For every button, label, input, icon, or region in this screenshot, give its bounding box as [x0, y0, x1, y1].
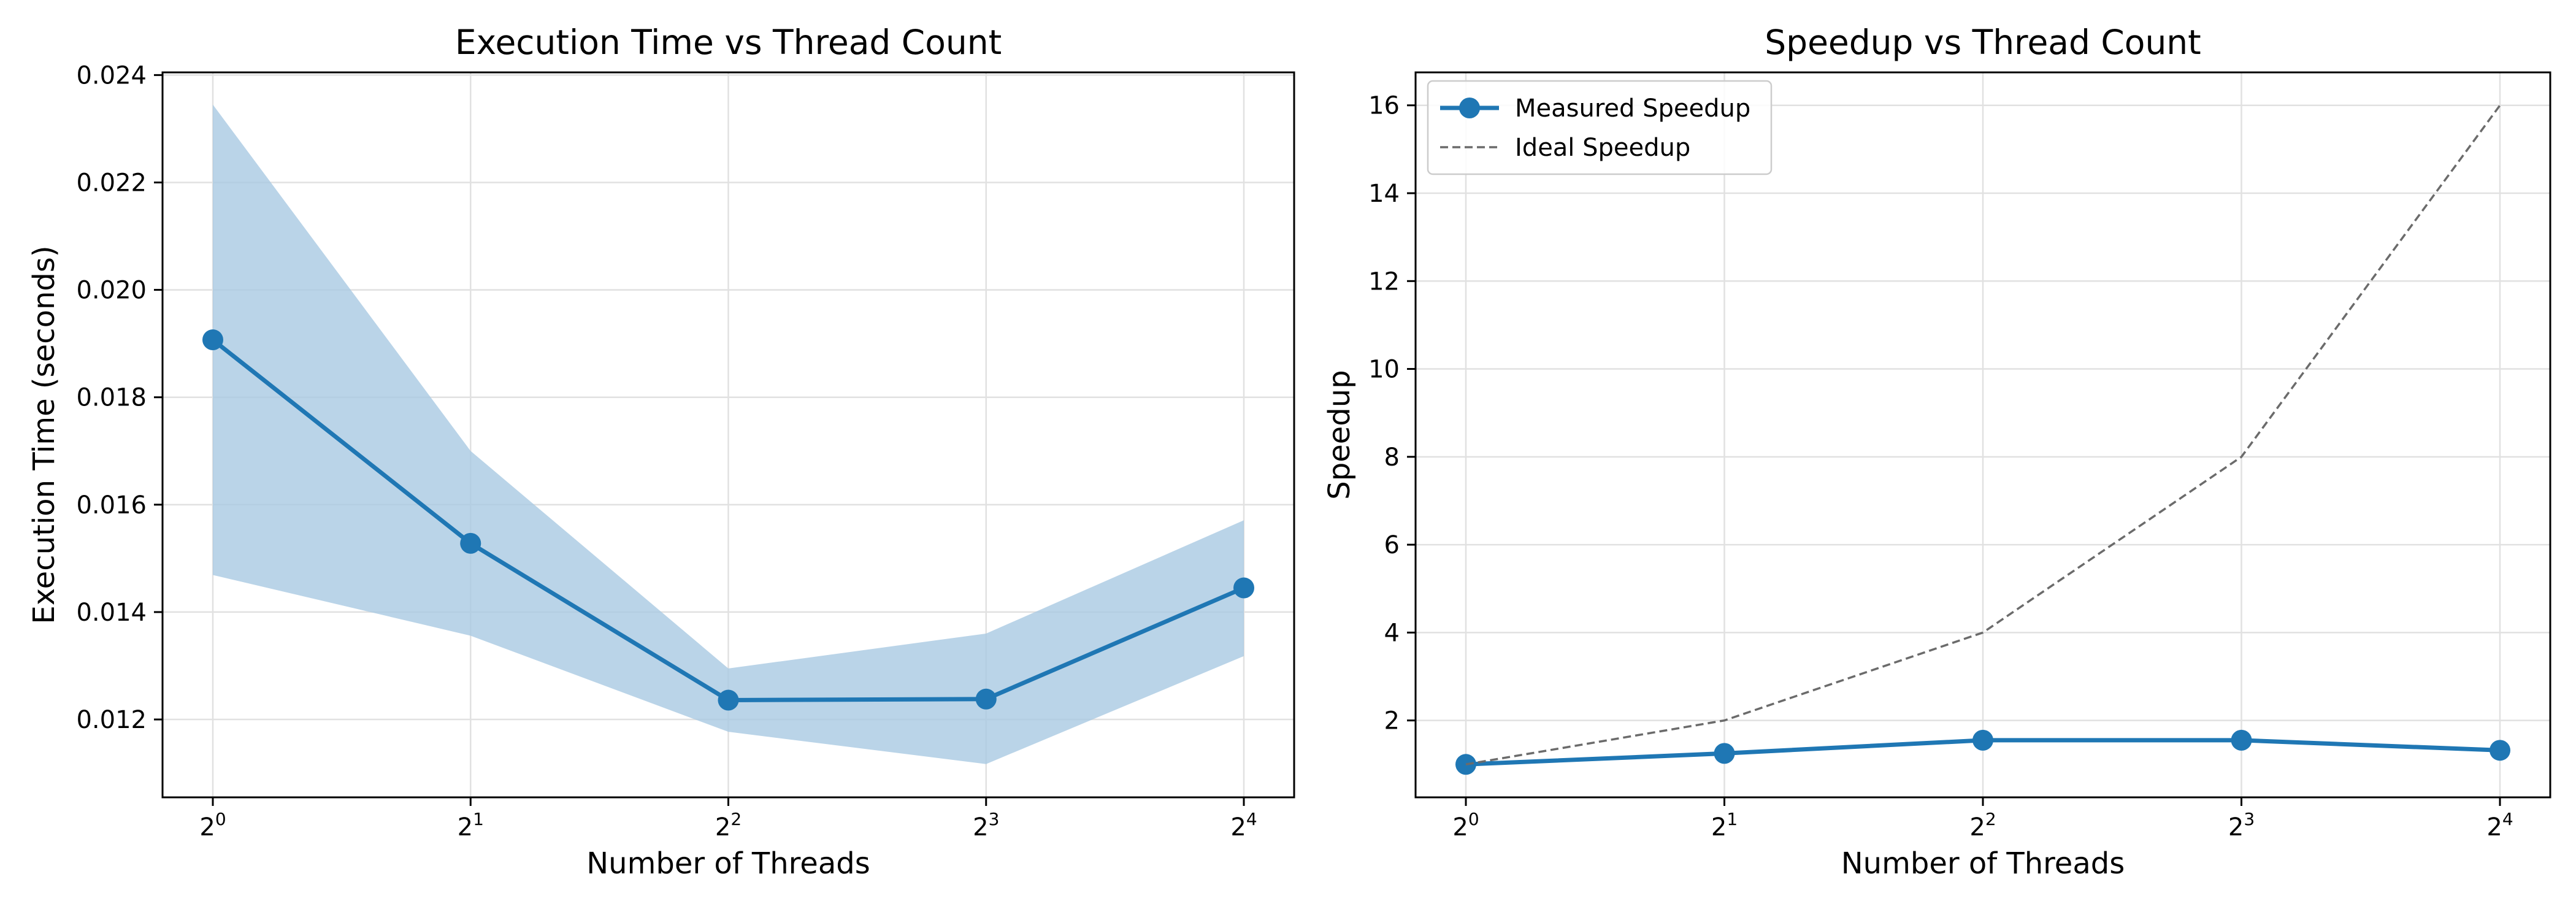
legend-label: Measured Speedup [1515, 94, 1750, 123]
x-tick-exponent: 1 [473, 809, 484, 829]
data-point [1714, 743, 1735, 764]
y-tick-label: 0.020 [76, 277, 147, 305]
data-point [2490, 740, 2510, 761]
data-point [2231, 729, 2252, 751]
x-tick-label: 24 [1230, 809, 1257, 841]
x-tick-base: 2 [458, 813, 473, 841]
data-point [460, 532, 481, 554]
y-tick-label: 0.016 [76, 491, 147, 519]
x-tick-label: 24 [2486, 809, 2513, 841]
x-axis-label: Number of Threads [586, 846, 870, 881]
data-point [718, 689, 739, 711]
x-tick-base: 2 [1969, 813, 1985, 841]
chart-title: Execution Time vs Thread Count [455, 23, 1002, 62]
legend-marker [1459, 98, 1480, 118]
x-tick-base: 2 [1711, 813, 1727, 841]
x-tick-exponent: 2 [730, 809, 742, 829]
y-axis-label: Execution Time (seconds) [27, 245, 61, 624]
x-tick-label: 23 [2228, 809, 2255, 841]
data-point [1972, 729, 1993, 751]
y-tick-label: 4 [1384, 619, 1400, 647]
legend: Measured Speedup Ideal Speedup [1427, 80, 1773, 175]
legend-label: Ideal Speedup [1515, 134, 1690, 162]
x-tick-base: 2 [1452, 813, 1468, 841]
x-tick-label: 23 [973, 809, 999, 841]
y-tick-label: 14 [1368, 180, 1400, 208]
x-tick-exponent: 1 [1727, 809, 1738, 829]
x-tick-exponent: 4 [1246, 809, 1257, 829]
x-tick-exponent: 0 [215, 809, 226, 829]
data-point [202, 329, 223, 351]
y-tick-label: 0.018 [76, 384, 147, 412]
x-tick-exponent: 2 [1985, 809, 1996, 829]
x-tick-label: 22 [1969, 809, 1996, 841]
x-tick-label: 22 [715, 809, 742, 841]
y-tick-label: 0.022 [76, 169, 147, 197]
x-tick-base: 2 [199, 813, 215, 841]
data-point [975, 688, 997, 710]
y-tick-label: 12 [1368, 267, 1400, 296]
x-tick-base: 2 [2486, 813, 2502, 841]
y-tick-label: 0.024 [76, 61, 147, 90]
x-tick-base: 2 [973, 813, 988, 841]
y-tick-label: 2 [1384, 707, 1400, 735]
confidence-band [213, 104, 1244, 764]
y-tick-label: 6 [1384, 531, 1400, 559]
ideal-speedup-line [1465, 104, 2501, 765]
execution-time-chart: 20 21 22 23 240.0120.0140.0160.0180.0200.022… [27, 23, 1295, 881]
x-axis-label: Number of Threads [1841, 846, 2125, 881]
x-tick-label: 20 [199, 809, 226, 841]
y-axis-label: Speedup [1322, 370, 1357, 499]
x-tick-base: 2 [715, 813, 730, 841]
x-tick-label: 21 [1711, 809, 1738, 841]
x-tick-base: 2 [1230, 813, 1246, 841]
chart-title: Speedup vs Thread Count [1765, 23, 2201, 62]
x-tick-exponent: 3 [2244, 809, 2255, 829]
x-tick-label: 21 [458, 809, 484, 841]
x-tick-exponent: 4 [2502, 809, 2513, 829]
y-tick-label: 0.012 [76, 706, 147, 734]
x-tick-base: 2 [2228, 813, 2244, 841]
x-tick-exponent: 3 [989, 809, 1000, 829]
y-tick-label: 0.014 [76, 599, 147, 627]
y-tick-label: 8 [1384, 443, 1400, 472]
x-tick-exponent: 0 [1468, 809, 1479, 829]
x-tick-label: 20 [1452, 809, 1479, 841]
y-tick-label: 10 [1368, 356, 1400, 384]
y-tick-label: 16 [1368, 92, 1400, 120]
data-point [1233, 577, 1254, 599]
legend-box [1427, 80, 1773, 175]
